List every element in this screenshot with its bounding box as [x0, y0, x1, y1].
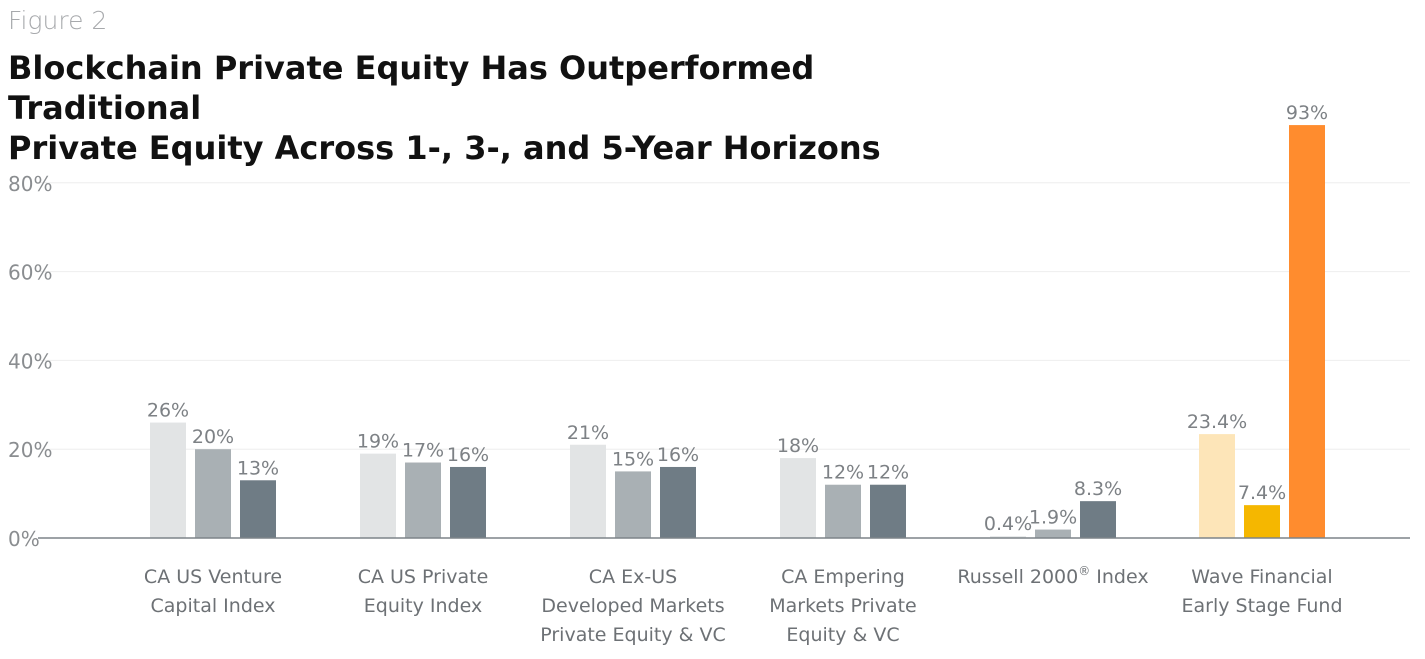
- category-label: CA Ex-US Developed Markets Private Equity …: [540, 566, 726, 646]
- category-label: Russell 2000® Index: [957, 564, 1148, 588]
- value-label: 0.4%: [984, 513, 1032, 535]
- bar: [570, 444, 606, 538]
- chart-title-line-2: Private Equity Across 1-, 3-, and 5-Year…: [8, 129, 881, 167]
- bar: [1199, 434, 1235, 538]
- value-label: 18%: [777, 435, 819, 457]
- bar: [240, 480, 276, 538]
- bar: [1244, 505, 1280, 538]
- value-label: 8.3%: [1074, 478, 1122, 500]
- bars: [150, 125, 1325, 538]
- category-label: CA US Venture Capital Index: [144, 566, 282, 617]
- bar: [660, 466, 696, 538]
- value-label: 1.9%: [1029, 507, 1077, 529]
- y-tick-label: 60%: [8, 261, 52, 285]
- y-axis-ticks: 0% 20% 40% 60% 80%: [8, 172, 52, 551]
- bar: [195, 449, 231, 538]
- bar: [360, 453, 396, 538]
- y-tick-label: 40%: [8, 349, 52, 373]
- bar: [825, 484, 861, 538]
- bar: [405, 462, 441, 538]
- category-label: Wave Financial Early Stage Fund: [1182, 566, 1343, 617]
- value-label: 13%: [237, 457, 279, 479]
- value-label: 93%: [1286, 102, 1328, 124]
- value-label: 20%: [192, 426, 234, 448]
- category-label: CA Empering Markets Private Equity & VC: [769, 566, 917, 646]
- value-label: 26%: [147, 400, 189, 422]
- chart-title: Blockchain Private Equity Has Outperform…: [8, 48, 1008, 168]
- value-label: 16%: [657, 444, 699, 466]
- bar: [990, 536, 1026, 538]
- y-tick-label: 20%: [8, 438, 52, 462]
- value-labels: 26% 19% 21% 18% 0.4% 23.4% 20% 17% 15% 12% 1.9% 7.4…: [147, 102, 1328, 535]
- bar: [450, 466, 486, 538]
- category-labels: CA US Venture Capital Index CA US Private E…: [144, 564, 1343, 646]
- bar: [780, 458, 816, 538]
- value-label: 21%: [567, 422, 609, 444]
- value-label: 12%: [867, 462, 909, 484]
- y-tick-label: 0%: [8, 527, 40, 551]
- figure-label: Figure 2: [8, 6, 108, 35]
- category-label: CA US Private Equity Index: [358, 566, 489, 617]
- bar: [1080, 501, 1116, 538]
- value-label: 23.4%: [1187, 411, 1247, 433]
- bar: [1035, 529, 1071, 538]
- value-label: 17%: [402, 440, 444, 462]
- value-label: 7.4%: [1238, 482, 1286, 504]
- value-label: 12%: [822, 462, 864, 484]
- value-label: 16%: [447, 444, 489, 466]
- bar: [150, 422, 186, 538]
- value-label: 19%: [357, 431, 399, 453]
- bar: [870, 484, 906, 538]
- gridlines: [38, 182, 1410, 450]
- value-label: 15%: [612, 448, 654, 470]
- y-tick-label: 80%: [8, 172, 52, 196]
- bar: [615, 471, 651, 538]
- bar: [1289, 125, 1325, 538]
- chart-title-line-1: Blockchain Private Equity Has Outperform…: [8, 49, 815, 127]
